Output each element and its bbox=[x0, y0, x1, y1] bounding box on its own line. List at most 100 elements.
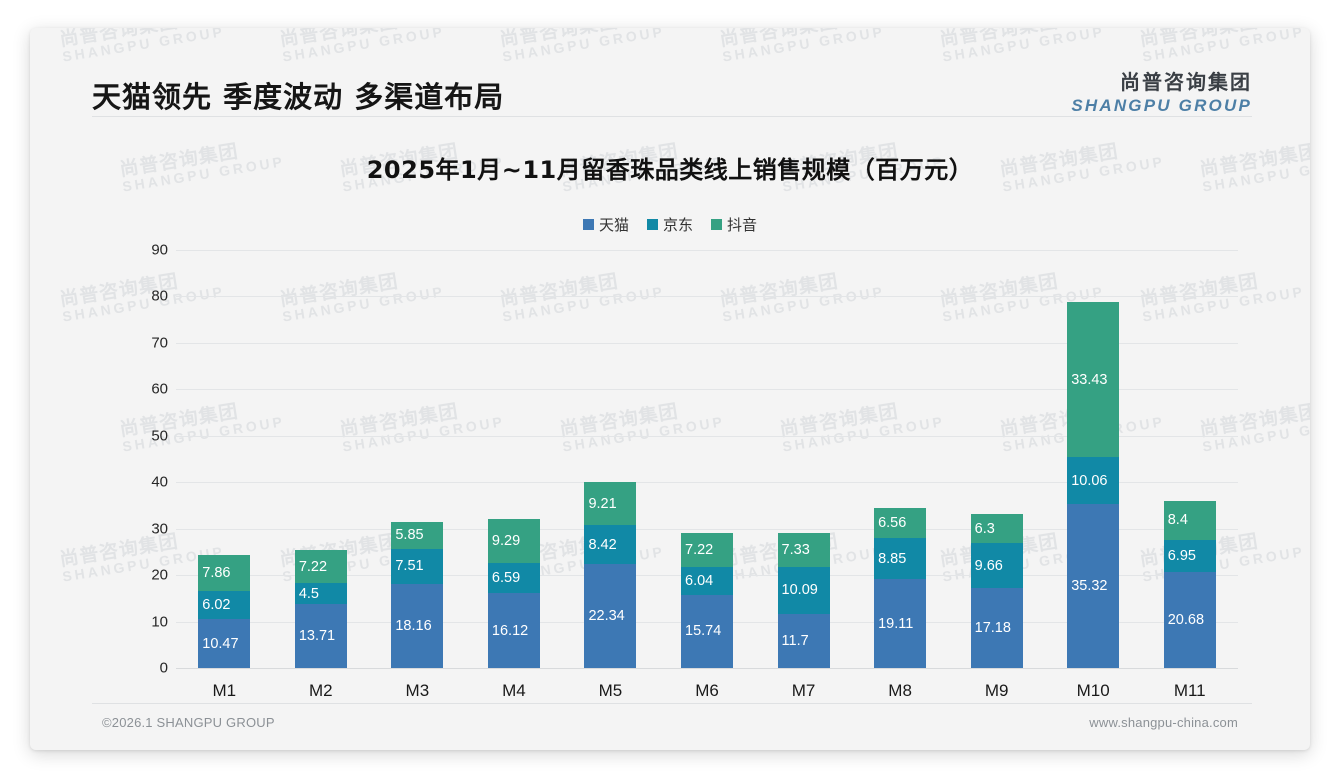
bar-segment-抖音[interactable]: 33.43 bbox=[1067, 302, 1120, 458]
page-title: 天猫领先 季度波动 多渠道布局 bbox=[92, 80, 505, 114]
bar-segment-天猫[interactable]: 13.71 bbox=[294, 604, 347, 668]
stacked-bar[interactable]: 7.22 6.04 15.74 bbox=[681, 533, 733, 668]
bar-value-label: 22.34 bbox=[588, 608, 625, 625]
bar-segment-天猫[interactable]: 18.16 bbox=[391, 583, 444, 668]
bar-value-label: 19.11 bbox=[878, 615, 914, 632]
x-axis-tick-label: M2 bbox=[309, 681, 333, 700]
bar-value-label: 7.51 bbox=[395, 558, 424, 575]
company-logo: 尚普咨询集团 SHANGPU GROUP bbox=[1071, 66, 1252, 116]
bar-value-label: 4.5 bbox=[298, 585, 319, 602]
bar-segment-天猫[interactable]: 15.74 bbox=[681, 594, 733, 668]
footer-copyright: ©2026.1 SHANGPU GROUP bbox=[102, 715, 275, 730]
stacked-bar[interactable]: 7.86 6.02 10.47 bbox=[198, 554, 251, 668]
header-divider bbox=[92, 116, 1252, 117]
bar-segment-京东[interactable]: 4.5 bbox=[294, 583, 347, 605]
y-axis-tick-label: 60 bbox=[151, 380, 168, 398]
bar-value-label: 6.95 bbox=[1167, 547, 1196, 564]
bar-segment-天猫[interactable]: 20.68 bbox=[1163, 571, 1216, 668]
stacked-bar[interactable]: 9.21 8.42 22.34 bbox=[584, 482, 637, 668]
legend-item-天猫[interactable]: 天猫 bbox=[582, 214, 629, 235]
bar-segment-京东[interactable]: 6.95 bbox=[1163, 539, 1216, 572]
x-axis-tick-label: M10 bbox=[1076, 681, 1110, 700]
bar-value-label: 10.06 bbox=[1071, 472, 1108, 489]
bar-segment-京东[interactable]: 6.04 bbox=[681, 566, 733, 595]
slide-header: 天猫领先 季度波动 多渠道布局 尚普咨询集团 SHANGPU GROUP bbox=[30, 28, 1310, 116]
legend-item-抖音[interactable]: 抖音 bbox=[711, 214, 757, 235]
chart-plot-area: 0 10 20 30 40 50 60 70 80 90 7.86 6.02 10.47 M1 7.22 4… bbox=[138, 242, 1238, 700]
bar-column[interactable]: 33.43 10.06 35.32 M10 bbox=[1045, 250, 1142, 700]
bar-value-label: 6.56 bbox=[878, 514, 907, 531]
y-axis-tick-label: 90 bbox=[151, 241, 168, 259]
x-axis-tick-label: M9 bbox=[984, 681, 1009, 700]
bar-segment-天猫[interactable]: 11.7 bbox=[777, 613, 830, 668]
bar-segment-抖音[interactable]: 6.3 bbox=[970, 514, 1023, 544]
stacked-bar[interactable]: 8.4 6.95 20.68 bbox=[1163, 500, 1216, 668]
footer-website: www.shangpu-china.com bbox=[1089, 715, 1238, 730]
bar-value-label: 33.43 bbox=[1071, 371, 1108, 388]
x-axis-tick-label: M8 bbox=[888, 681, 912, 700]
x-axis-tick-label: M1 bbox=[212, 681, 237, 700]
bar-column[interactable]: 9.21 8.42 22.34 M5 bbox=[562, 250, 659, 700]
chart-legend: 天猫 京东 抖音 bbox=[30, 214, 1310, 235]
bar-value-label: 6.04 bbox=[685, 572, 714, 589]
stacked-bar[interactable]: 6.56 8.85 19.11 bbox=[874, 507, 927, 668]
y-axis-tick-label: 10 bbox=[151, 613, 168, 631]
bar-segment-京东[interactable]: 10.06 bbox=[1067, 457, 1120, 504]
stacked-bar[interactable]: 6.3 9.66 17.18 bbox=[970, 514, 1023, 668]
bar-column[interactable]: 9.29 6.59 16.12 M4 bbox=[466, 250, 563, 700]
bar-segment-抖音[interactable]: 9.21 bbox=[584, 482, 637, 526]
bar-value-label: 8.4 bbox=[1167, 512, 1188, 529]
bar-segment-抖音[interactable]: 7.33 bbox=[777, 532, 830, 567]
bar-segment-抖音[interactable]: 8.4 bbox=[1163, 500, 1216, 540]
bar-segment-抖音[interactable]: 9.29 bbox=[487, 519, 540, 563]
bar-value-label: 35.32 bbox=[1071, 577, 1108, 594]
stacked-bar[interactable]: 7.33 10.09 11.7 bbox=[777, 532, 830, 668]
chart-title: 2025年1月~11月留香珠品类线上销售规模（百万元） bbox=[366, 156, 974, 184]
stacked-bar[interactable]: 9.29 6.59 16.12 bbox=[487, 519, 540, 668]
y-axis-tick-label: 80 bbox=[151, 287, 168, 305]
stacked-bar[interactable]: 7.22 4.5 13.71 bbox=[294, 549, 347, 668]
bar-segment-天猫[interactable]: 17.18 bbox=[970, 588, 1023, 668]
x-axis-tick-label: M6 bbox=[695, 681, 719, 700]
bar-segment-天猫[interactable]: 16.12 bbox=[487, 593, 540, 668]
bar-segment-天猫[interactable]: 22.34 bbox=[584, 564, 637, 668]
bar-column[interactable]: 5.85 7.51 18.16 M3 bbox=[369, 250, 466, 700]
logo-english-text: SHANGPU GROUP bbox=[1071, 96, 1252, 115]
bar-segment-京东[interactable]: 10.09 bbox=[777, 566, 830, 614]
bar-segment-京东[interactable]: 9.66 bbox=[970, 543, 1023, 589]
bar-column[interactable]: 7.86 6.02 10.47 M1 bbox=[176, 250, 273, 700]
bar-value-label: 6.02 bbox=[202, 597, 231, 614]
bar-column[interactable]: 6.56 8.85 19.11 M8 bbox=[852, 250, 949, 700]
bar-segment-天猫[interactable]: 35.32 bbox=[1067, 503, 1120, 668]
bar-column[interactable]: 7.33 10.09 11.7 M7 bbox=[755, 250, 852, 700]
bar-column[interactable]: 8.4 6.95 20.68 M11 bbox=[1141, 250, 1238, 700]
bar-segment-天猫[interactable]: 19.11 bbox=[874, 579, 927, 668]
legend-item-京东[interactable]: 京东 bbox=[646, 214, 693, 235]
bar-segment-京东[interactable]: 7.51 bbox=[391, 548, 444, 584]
bar-segment-抖音[interactable]: 7.86 bbox=[198, 554, 251, 592]
gridline bbox=[176, 389, 1238, 391]
bar-segment-京东[interactable]: 8.85 bbox=[874, 538, 927, 580]
bar-segment-京东[interactable]: 6.59 bbox=[487, 562, 540, 594]
bar-segment-抖音[interactable]: 7.22 bbox=[294, 549, 347, 584]
stacked-bar[interactable]: 5.85 7.51 18.16 bbox=[391, 521, 444, 668]
bar-value-label: 9.21 bbox=[588, 495, 617, 512]
y-axis-tick-label: 30 bbox=[151, 520, 168, 538]
bar-value-label: 13.71 bbox=[298, 628, 336, 645]
stacked-bar[interactable]: 33.43 10.06 35.32 bbox=[1067, 302, 1120, 668]
y-axis-tick-label: 50 bbox=[151, 427, 168, 445]
bar-segment-京东[interactable]: 6.02 bbox=[198, 591, 251, 620]
bar-segment-京东[interactable]: 8.42 bbox=[584, 525, 637, 565]
bar-value-label: 7.33 bbox=[781, 541, 810, 558]
y-axis-tick-label: 70 bbox=[151, 334, 168, 352]
bar-column[interactable]: 7.22 6.04 15.74 M6 bbox=[659, 250, 756, 700]
gridline bbox=[176, 296, 1238, 298]
bar-segment-抖音[interactable]: 6.56 bbox=[874, 507, 927, 539]
bar-segment-抖音[interactable]: 5.85 bbox=[391, 521, 444, 549]
bar-segment-抖音[interactable]: 7.22 bbox=[681, 533, 733, 567]
bar-column[interactable]: 7.22 4.5 13.71 M2 bbox=[273, 250, 370, 700]
bar-segment-天猫[interactable]: 10.47 bbox=[198, 619, 251, 668]
legend-swatch-icon bbox=[646, 219, 658, 230]
legend-label: 抖音 bbox=[727, 216, 758, 234]
bar-column[interactable]: 6.3 9.66 17.18 M9 bbox=[948, 250, 1045, 700]
